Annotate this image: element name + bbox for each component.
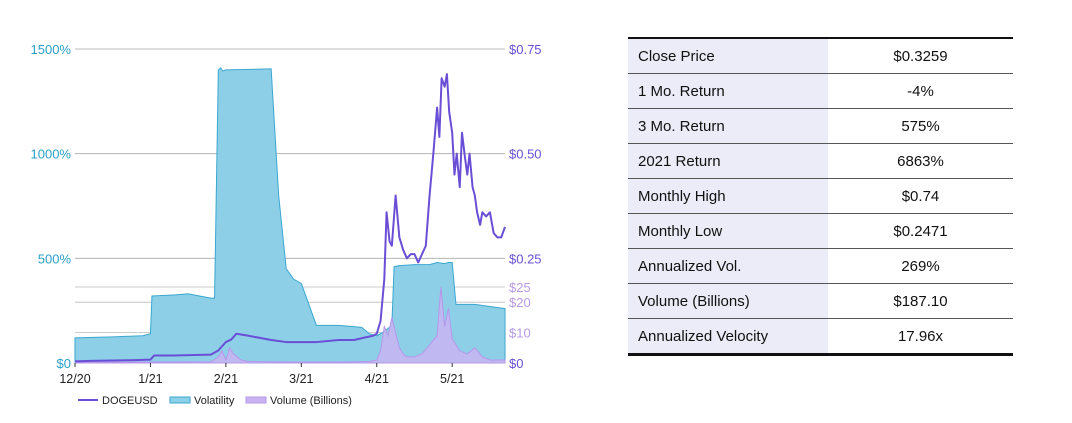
stat-label: Monthly Low: [628, 213, 828, 249]
dogeusd-series: [74, 73, 506, 363]
stats-row: Volume (Billions) $187.10: [628, 283, 1013, 319]
stat-value: 6863%: [828, 143, 1013, 179]
stats-row: Annualized Velocity 17.96x: [628, 318, 1013, 355]
legend-label-dogeusd: DOGEUSD: [102, 395, 158, 407]
left-tick-label: $0: [57, 356, 71, 371]
legend-swatch-volatility: [169, 396, 191, 404]
price-tick-label: $0.50: [509, 147, 542, 162]
volume-tick-label: $0: [509, 356, 523, 371]
x-tick-label: 2/21: [214, 372, 238, 386]
legend-swatch-volume: [245, 396, 267, 404]
stat-label: Annualized Vol.: [628, 248, 828, 284]
legend-label-volume: Volume (Billions): [270, 395, 352, 407]
stats-row: Monthly High $0.74: [628, 178, 1013, 214]
volatility-area: [74, 67, 506, 364]
legend: DOGEUSD Volatility Volume (Billions): [78, 395, 352, 407]
stat-label: Annualized Velocity: [628, 318, 828, 355]
stat-value: $187.10: [828, 283, 1013, 319]
volume-area: [74, 286, 506, 364]
left-tick-label: 500%: [38, 251, 72, 266]
price-tick-label: $0.75: [509, 42, 542, 57]
right-axis: $0.25 $0.50 $0.75 $0 $10 $20$25: [509, 42, 542, 371]
volume-tick-label: $10: [509, 326, 531, 341]
stats-row: Annualized Vol. 269%: [628, 248, 1013, 284]
stat-label: Monthly High: [628, 178, 828, 214]
stats-row: Monthly Low $0.2471: [628, 213, 1013, 249]
stat-value: -4%: [828, 73, 1013, 109]
stats-row: 1 Mo. Return -4%: [628, 73, 1013, 109]
x-tick-label: 3/21: [289, 372, 313, 386]
stats-row: Close Price $0.3259: [628, 38, 1013, 74]
x-tick-label: 12/20: [59, 372, 90, 386]
stat-value: 575%: [828, 108, 1013, 144]
stat-value: $0.74: [828, 178, 1013, 214]
stats-row: 2021 Return 6863%: [628, 143, 1013, 179]
volatility-series: [74, 67, 506, 364]
stats-row: 3 Mo. Return 575%: [628, 108, 1013, 144]
stat-value: $0.3259: [828, 38, 1013, 74]
volume-tick-label: $25: [509, 280, 531, 295]
x-tick-label: 1/21: [138, 372, 162, 386]
volume-tick-label: $20: [509, 295, 531, 310]
x-tick-label: 5/21: [440, 372, 464, 386]
x-axis: 12/20 1/21 2/21 3/21 4/21 5/21: [59, 363, 464, 386]
stat-label: 1 Mo. Return: [628, 73, 828, 109]
stat-label: Close Price: [628, 38, 828, 74]
stat-label: 3 Mo. Return: [628, 108, 828, 144]
stat-value: $0.2471: [828, 213, 1013, 249]
dogeusd-line: [74, 73, 506, 363]
legend-label-volatility: Volatility: [194, 395, 235, 407]
price-tick-label: $0.25: [509, 251, 542, 266]
left-axis: $0 500% 1000% 1500%: [31, 42, 72, 371]
stat-label: 2021 Return: [628, 143, 828, 179]
left-tick-label: 1000%: [31, 147, 72, 162]
left-tick-label: 1500%: [31, 42, 72, 57]
stat-value: 17.96x: [897, 327, 944, 345]
stat-label: Volume (Billions): [628, 283, 828, 319]
stat-value: 269%: [828, 248, 1013, 284]
doge-chart: $0 500% 1000% 1500% $0.25 $0.50 $0.75 $0 $10 $20…: [31, 42, 542, 407]
stats-table: Close Price $0.3259 1 Mo. Return -4% 3 Mo. R…: [628, 37, 1013, 356]
volume-series: [74, 286, 506, 364]
x-tick-label: 4/21: [365, 372, 389, 386]
